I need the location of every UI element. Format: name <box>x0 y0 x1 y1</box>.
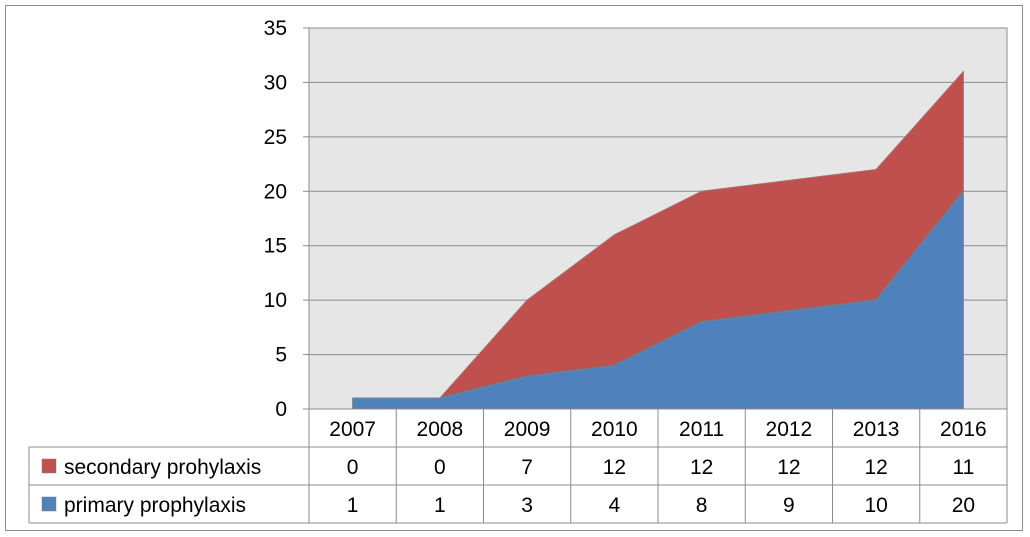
y-tick-label: 20 <box>264 180 287 203</box>
x-category-label: 2008 <box>417 418 464 441</box>
table-value: 11 <box>952 456 974 479</box>
table-value: 8 <box>696 494 708 517</box>
legend-swatch <box>41 496 57 512</box>
x-category-label: 2012 <box>766 418 813 441</box>
table-value: 1 <box>434 494 446 517</box>
area-series-2 <box>352 70 964 399</box>
legend-swatch <box>41 458 57 474</box>
x-category-label: 2009 <box>504 418 551 441</box>
x-category-label: 2011 <box>679 418 724 441</box>
y-tick-label: 5 <box>275 344 287 367</box>
table-value: 10 <box>864 494 887 517</box>
x-category-label: 2010 <box>591 418 638 441</box>
y-tick-label: 35 <box>264 17 287 40</box>
y-tick-label: 30 <box>264 71 287 94</box>
y-tick-label: 25 <box>264 126 287 149</box>
x-category-label: 2013 <box>853 418 900 441</box>
y-tick-label: 15 <box>264 235 287 258</box>
table-value: 4 <box>609 494 621 517</box>
x-category-label: 2007 <box>329 418 376 441</box>
table-value: 12 <box>864 456 887 479</box>
table-value: 0 <box>347 456 359 479</box>
chart-frame: 0 5 10 15 20 25 30 35 2007 2008 2009 2010 2011 2012 20… <box>5 5 1023 531</box>
table-value: 12 <box>603 456 626 479</box>
table-value: 12 <box>777 456 800 479</box>
table-value: 0 <box>434 456 446 479</box>
table-value: 20 <box>952 494 975 517</box>
legend-series-label: secondary prohylaxis <box>64 456 261 479</box>
table-value: 3 <box>521 494 533 517</box>
table-value: 7 <box>521 456 533 479</box>
legend-series-label: primary prophylaxis <box>64 494 246 517</box>
table-value: 12 <box>690 456 713 479</box>
y-tick-label: 0 <box>275 398 287 421</box>
table-value: 9 <box>783 494 795 517</box>
x-category-label: 2016 <box>940 418 987 441</box>
table-value: 1 <box>347 494 359 517</box>
y-tick-label: 10 <box>264 289 287 312</box>
